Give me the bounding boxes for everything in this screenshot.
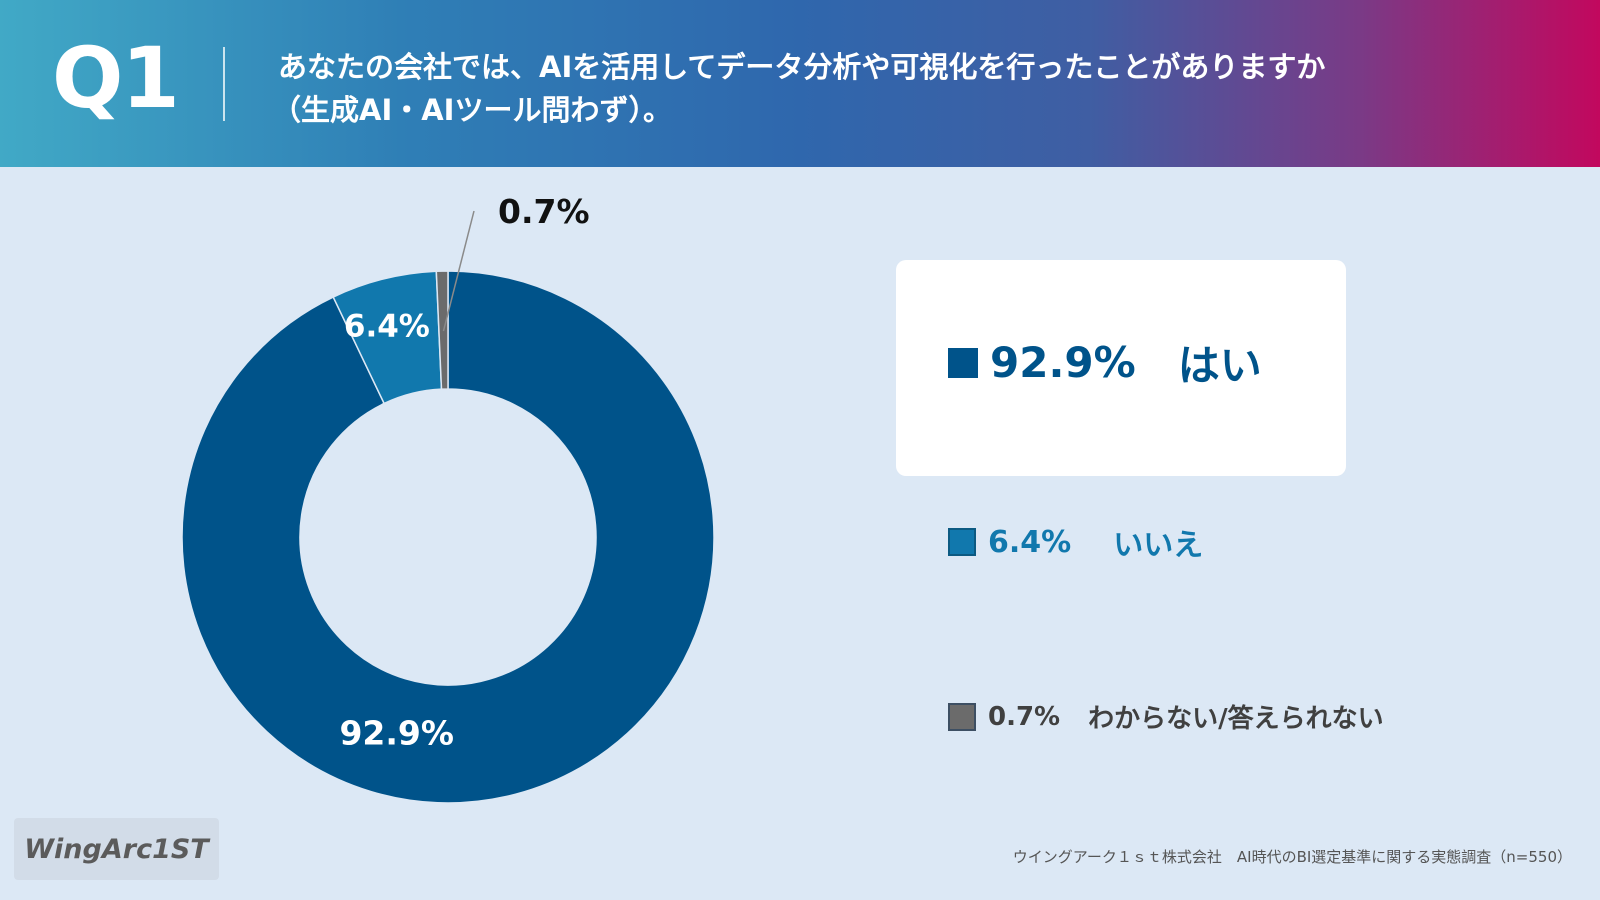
legend-value-yes: 92.9% [990,338,1136,387]
data-label-leader-line [442,210,475,332]
donut-slices [181,270,715,804]
legend-item-no: 6.4% いいえ [948,520,1203,564]
data-label-no: 6.4% [344,309,430,345]
source-note: ウイングアーク１ｓｔ株式会社 AI時代のBI選定基準に関する実態調査（n=550… [1012,848,1572,866]
legend-swatch-no [948,528,976,556]
legend-value-no: 6.4% [988,524,1072,560]
legend-swatch-yes [948,347,978,378]
header-banner: Q1 あなたの会社では、AIを活用してデータ分析や可視化を行ったことがありますか… [0,0,1600,167]
question-number: Q1 [52,29,180,127]
legend-value-unknown: 0.7% [988,701,1061,732]
legend-item-yes: 92.9% はい [948,332,1262,393]
legend-item-unknown: 0.7% わからない/答えられない [948,698,1384,735]
question-line-2: （生成AI・AIツール問わず）。 [272,93,672,127]
company-logo: WingArc1ST [14,818,219,880]
data-label-yes: 92.9% [339,714,454,753]
data-label-unknown: 0.7% [498,192,590,231]
donut-slice-unknown [435,270,449,390]
question-line-1: あなたの会社では、AIを活用してデータ分析や可視化を行ったことがありますか [278,50,1326,84]
legend-swatch-unknown [948,702,976,731]
donut-chart: 92.9% 6.4% 0.7% [181,192,715,804]
legend-label-no: いいえ [1113,528,1204,563]
legend-label-yes: はい [1177,341,1262,390]
header-divider [223,47,225,121]
donut-slice-yes [181,270,715,804]
legend-label-unknown: わからない/答えられない [1088,704,1384,734]
question-text: あなたの会社では、AIを活用してデータ分析や可視化を行ったことがありますか （生… [272,46,1538,132]
